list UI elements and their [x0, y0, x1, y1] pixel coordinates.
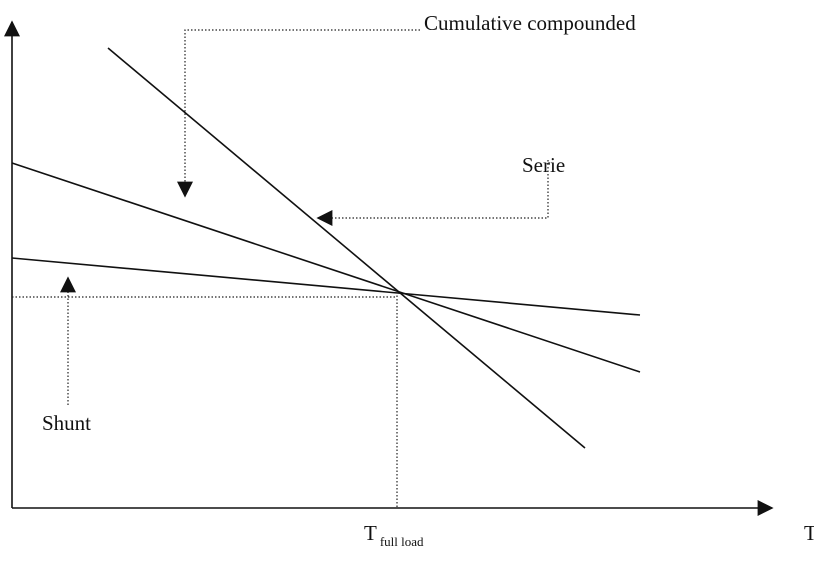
shunt-line: [12, 258, 640, 315]
diagram: Cumulative compounded Serie Shunt Tfull …: [0, 0, 814, 557]
page: {"labels": {"cumulative": "Cumulative co…: [0, 0, 814, 557]
serie-label: Serie: [522, 153, 565, 177]
x-axis-label: T: [804, 521, 814, 545]
cumulative-callout: [185, 30, 420, 196]
cumulative-line: [108, 48, 585, 448]
serie-line: [12, 163, 640, 372]
t-sub: full load: [380, 534, 424, 549]
shunt-label: Shunt: [42, 411, 91, 435]
serie-callout: [318, 160, 548, 218]
t-main: T: [364, 521, 377, 545]
cumulative-label: Cumulative compounded: [424, 11, 636, 35]
